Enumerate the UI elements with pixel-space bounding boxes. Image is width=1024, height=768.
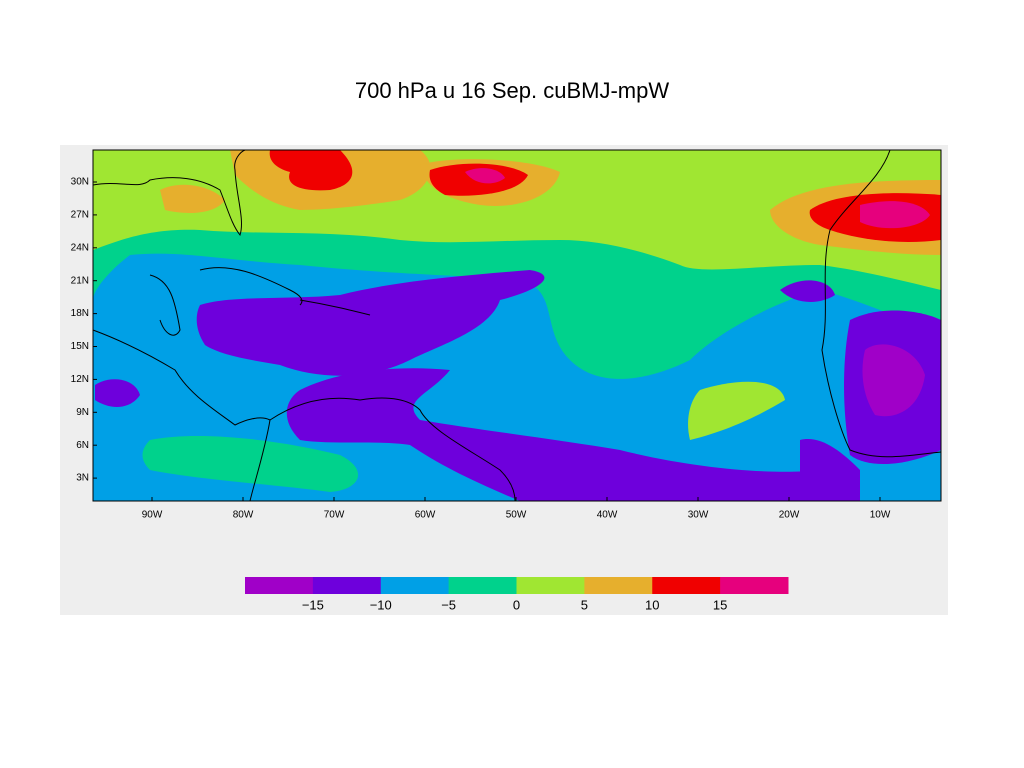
- lon-label: 20W: [779, 510, 800, 521]
- colorbar-swatch: [312, 577, 382, 594]
- lat-label: 3N: [76, 473, 89, 484]
- field-purple-6: [780, 280, 835, 302]
- colorbar-label: −15: [302, 597, 324, 612]
- lat-label: 24N: [71, 242, 89, 253]
- colorbar-swatch: [516, 577, 585, 594]
- field-purple-2: [286, 368, 860, 501]
- field-pink-2: [465, 168, 505, 184]
- colorbar-label: 5: [581, 597, 588, 612]
- map-frame: [92, 149, 942, 502]
- field-orange-2: [160, 184, 225, 213]
- field-purple-3: [800, 439, 860, 501]
- lat-label: 27N: [71, 210, 89, 221]
- colorbar-label: 10: [645, 597, 659, 612]
- field-pink: [860, 201, 930, 229]
- lon-label: 90W: [142, 510, 163, 521]
- colorbar-label: 15: [713, 597, 727, 612]
- colorbar-label: 0: [513, 597, 520, 612]
- lat-label: 9N: [76, 407, 89, 418]
- colorbar-swatch: [448, 577, 517, 594]
- colorbar-swatch: [584, 577, 653, 594]
- colorbar-swatch: [245, 577, 314, 594]
- lon-label: 30W: [688, 510, 709, 521]
- title: 700 hPa u 16 Sep. cuBMJ-mpW: [355, 78, 669, 103]
- field-teal-3: [142, 435, 359, 492]
- lon-label: 50W: [506, 510, 527, 521]
- colorbar: −15 −10 −5 0 5 10 15: [245, 577, 789, 612]
- lat-label: 6N: [76, 440, 89, 451]
- lon-label: 70W: [324, 510, 345, 521]
- lon-label: 80W: [233, 510, 254, 521]
- field-green-3: [688, 381, 785, 440]
- field-purple: [196, 270, 545, 376]
- field-purple-5: [95, 379, 140, 407]
- colorbar-label: −10: [370, 597, 392, 612]
- lon-label: 60W: [415, 510, 436, 521]
- field-violet: [862, 344, 925, 417]
- lat-label: 21N: [71, 275, 89, 286]
- colorbar-swatch: [720, 577, 789, 594]
- colorbar-swatch: [380, 577, 450, 594]
- coastlines: [92, 149, 942, 502]
- lat-label: 30N: [71, 177, 89, 188]
- field: [93, 150, 941, 501]
- lat-labels: 30N 27N 24N 21N 18N 15N 12N 9N 6N 3N: [71, 177, 97, 484]
- lat-label: 18N: [71, 308, 89, 319]
- colorbar-swatch: [652, 577, 721, 594]
- lon-label: 40W: [597, 510, 618, 521]
- lat-label: 15N: [71, 341, 89, 352]
- lon-label: 10W: [870, 510, 891, 521]
- lon-labels: 90W 80W 70W 60W 50W 40W 30W 20W 10W: [142, 497, 891, 521]
- field-red: [269, 150, 353, 191]
- lat-label: 12N: [71, 374, 89, 385]
- colorbar-label: −5: [441, 597, 456, 612]
